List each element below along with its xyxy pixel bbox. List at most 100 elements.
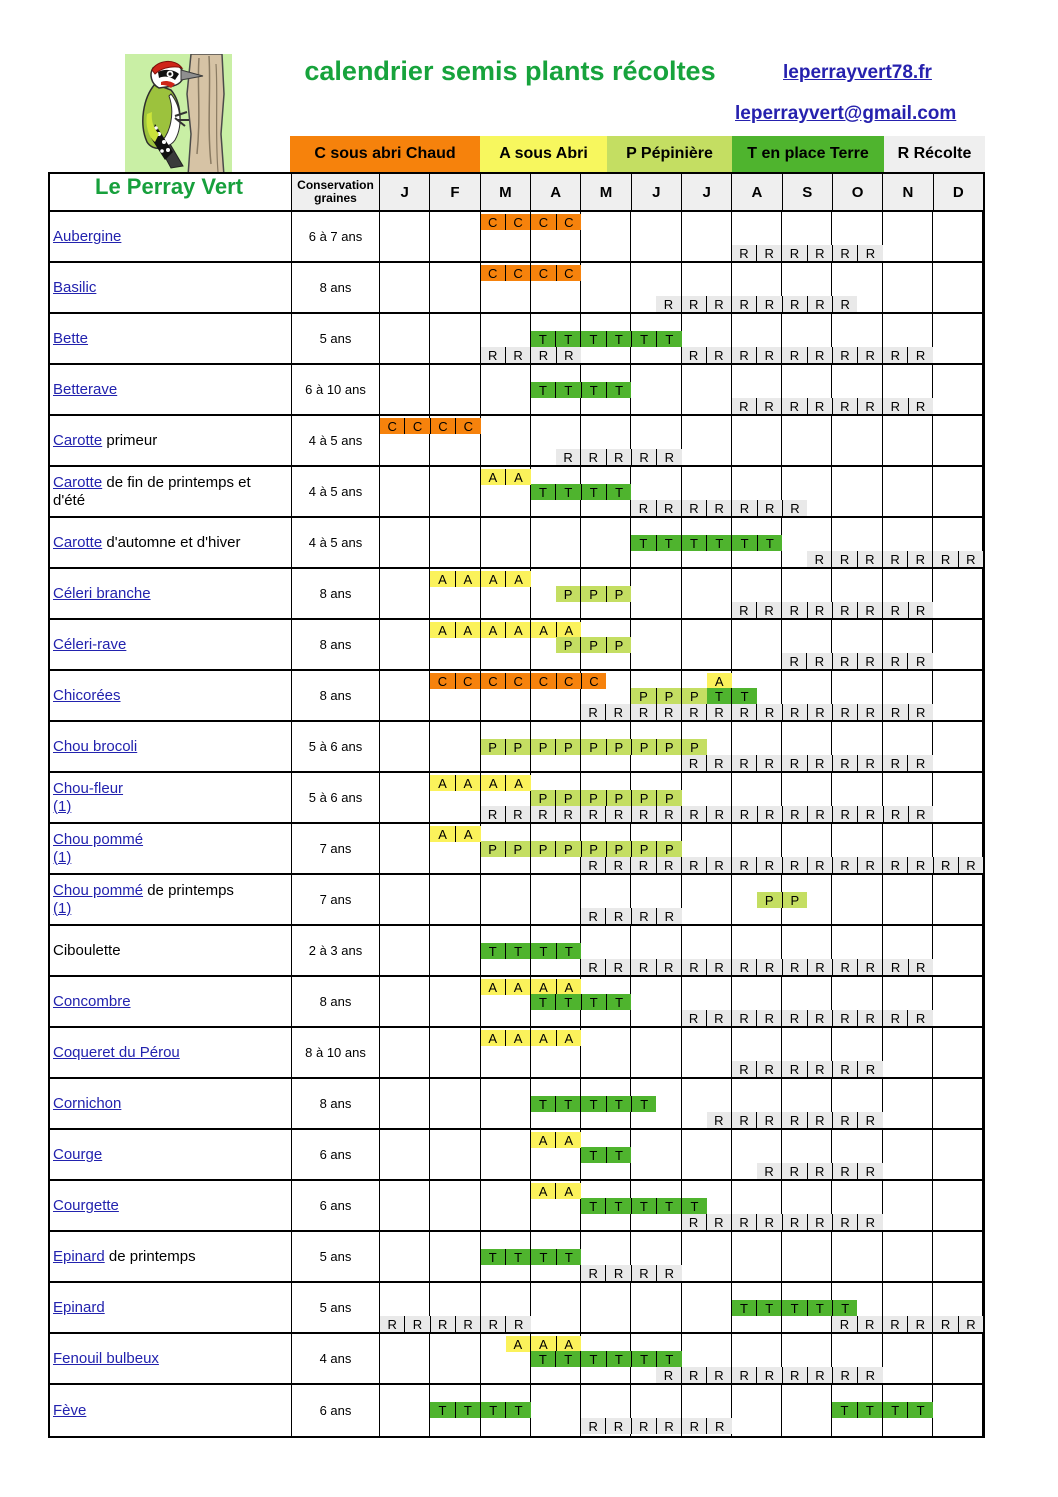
- half-month-cell: P: [632, 841, 658, 857]
- vegetable-link[interactable]: Chou pommé: [53, 881, 144, 899]
- half-month-cell: R: [732, 296, 758, 312]
- month-cell: [832, 977, 883, 1026]
- month-cell: [832, 875, 883, 924]
- month-cell: [682, 1283, 732, 1332]
- month-cell: [933, 1334, 983, 1383]
- month-cell: [933, 1232, 983, 1281]
- month-cell: [380, 1232, 431, 1281]
- vegetable-link[interactable]: Fève: [53, 1401, 87, 1419]
- half-month-cell: C: [506, 673, 532, 689]
- vegetable-link[interactable]: Carotte: [53, 431, 103, 449]
- vegetable-link[interactable]: Chicorées: [53, 686, 121, 704]
- month-cell: [581, 1385, 632, 1436]
- conservation-cell: 5 ans: [292, 314, 380, 363]
- half-month-cell: T: [607, 1096, 633, 1112]
- half-month-cell: R: [714, 1418, 725, 1434]
- vegetable-link[interactable]: Aubergine: [53, 227, 122, 245]
- half-month-cell: C: [380, 418, 406, 434]
- vegetable-link[interactable]: Courge: [53, 1145, 103, 1163]
- vegetable-link[interactable]: Fenouil bulbeux: [53, 1349, 159, 1367]
- vegetable-name-text: de fin de printemps et: [102, 473, 251, 491]
- vegetable-link[interactable]: Carotte: [53, 533, 103, 551]
- half-month-cell: T: [765, 535, 774, 551]
- month-cell: [782, 1028, 833, 1077]
- table-row: Courge 6 ans A A T T R R R R R: [50, 1130, 983, 1181]
- vegetable-link[interactable]: Bette: [53, 329, 89, 347]
- vegetable-name-cell: Bette: [50, 314, 292, 363]
- half-month-cell: R: [758, 806, 783, 822]
- half-month-cell: R: [915, 347, 926, 363]
- month-cell: [481, 467, 531, 516]
- half-month-cell: R: [783, 296, 808, 312]
- month-cell: [531, 671, 581, 720]
- woodpecker-logo-icon: [125, 53, 232, 177]
- half-month-cell: C: [531, 214, 557, 230]
- conservation-cell: 8 ans: [292, 1079, 380, 1128]
- vegetable-link[interactable]: Chou pommé: [53, 830, 144, 848]
- half-month-cell: P: [665, 790, 674, 806]
- half-month-cell: R: [656, 1367, 682, 1383]
- half-month-cell: R: [607, 449, 632, 465]
- month-cell: [682, 1232, 732, 1281]
- month-cell: [631, 416, 682, 465]
- vegetable-link[interactable]: Betterave: [53, 380, 118, 398]
- vegetable-name-cell: Carotte d'automne et d'hiver: [50, 518, 292, 567]
- half-month-cell: T: [531, 943, 557, 959]
- month-cell: [883, 1181, 933, 1230]
- month-cell: [380, 263, 431, 312]
- vegetable-link[interactable]: Epinard: [53, 1298, 105, 1316]
- half-month-cell: R: [581, 1418, 607, 1434]
- vegetable-link[interactable]: (1): [53, 848, 72, 866]
- half-month-cell: P: [581, 637, 607, 653]
- vegetable-link[interactable]: Coqueret du Pérou: [53, 1043, 180, 1061]
- vegetable-link[interactable]: (1): [53, 797, 72, 815]
- vegetable-name-text: de printemps: [143, 881, 234, 899]
- month-cell: [782, 926, 833, 975]
- conservation-cell: 6 ans: [292, 1385, 380, 1436]
- vegetable-link[interactable]: Chou-fleur: [53, 779, 124, 797]
- half-month-cell: R: [916, 704, 926, 720]
- vegetable-link[interactable]: Chou brocoli: [53, 737, 138, 755]
- vegetable-link[interactable]: Céleri-rave: [53, 635, 127, 653]
- vegetable-link[interactable]: Epinard: [53, 1247, 105, 1265]
- conservation-cell: 5 à 6 ans: [292, 773, 380, 822]
- vegetable-link[interactable]: Courgette: [53, 1196, 119, 1214]
- half-month-cell: T: [556, 994, 582, 1010]
- month-cell: [430, 722, 481, 771]
- half-month-cell: R: [707, 755, 732, 771]
- vegetable-link[interactable]: Basilic: [53, 278, 97, 296]
- vegetable-name-cell: Courge: [50, 1130, 292, 1179]
- website-link[interactable]: leperrayvert78.fr: [783, 62, 932, 83]
- month-cell: [682, 365, 732, 414]
- half-month-cell: R: [858, 1316, 883, 1332]
- half-month-cell: R: [915, 1010, 926, 1026]
- half-month-cell: R: [833, 704, 859, 720]
- month-cell: [933, 926, 983, 975]
- vegetable-link[interactable]: Carotte: [53, 473, 103, 491]
- half-month-cell: P: [582, 841, 607, 857]
- half-month-cell: R: [833, 347, 859, 363]
- vegetable-link[interactable]: Céleri branche: [53, 584, 151, 602]
- conservation-cell: 8 ans: [292, 671, 380, 720]
- half-month-cell: R: [682, 755, 707, 771]
- email-link[interactable]: leperrayvert@gmail.com: [735, 103, 957, 124]
- month-cell: [782, 416, 833, 465]
- vegetable-link[interactable]: (1): [53, 899, 72, 917]
- half-month-cell: R: [682, 1418, 708, 1434]
- half-month-cell: A: [430, 571, 456, 587]
- month-cell: [832, 212, 883, 261]
- month-cell: [933, 1283, 983, 1332]
- month-cell: [481, 416, 531, 465]
- half-month-cell: C: [564, 265, 574, 281]
- vegetable-link[interactable]: Concombre: [53, 992, 131, 1010]
- half-month-cell: R: [657, 704, 682, 720]
- vegetable-link[interactable]: Cornichon: [53, 1094, 122, 1112]
- month-cell: [883, 620, 933, 669]
- half-month-cell: R: [632, 908, 658, 924]
- half-month-cell: R: [782, 1163, 808, 1179]
